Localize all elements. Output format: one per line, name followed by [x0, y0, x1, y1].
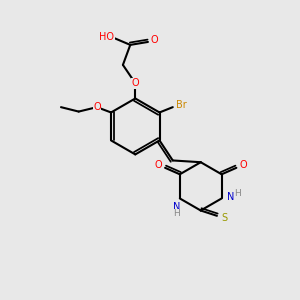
Text: Br: Br: [176, 100, 187, 110]
Text: H: H: [173, 209, 180, 218]
Text: O: O: [151, 35, 158, 46]
Text: H: H: [235, 189, 241, 198]
Text: O: O: [155, 160, 162, 170]
Text: N: N: [227, 192, 234, 202]
Text: O: O: [131, 78, 139, 88]
Text: HO: HO: [99, 32, 114, 42]
Text: N: N: [173, 202, 181, 212]
Text: O: O: [93, 102, 101, 112]
Text: S: S: [221, 213, 227, 223]
Text: O: O: [239, 160, 247, 170]
